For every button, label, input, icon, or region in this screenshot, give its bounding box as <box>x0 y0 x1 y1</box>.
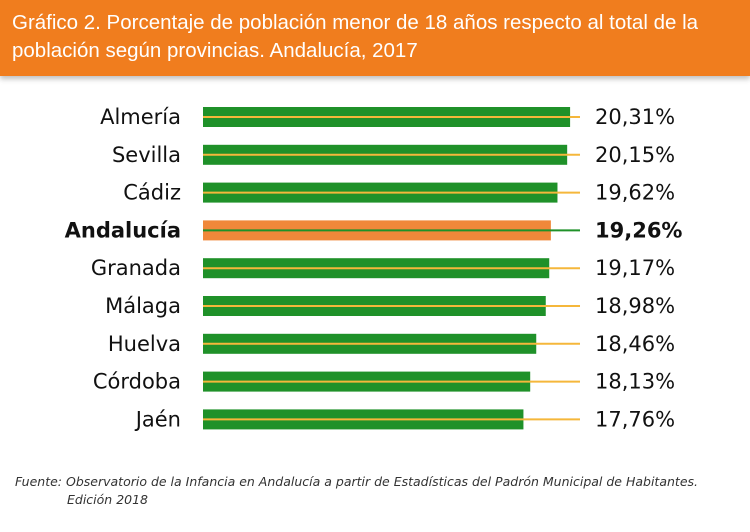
category-label: Málaga <box>105 294 181 318</box>
category-label: Córdoba <box>93 370 181 394</box>
value-label: 18,98% <box>595 294 675 318</box>
chart-title: Gráfico 2. Porcentaje de población menor… <box>12 11 699 62</box>
category-label: Andalucía <box>65 218 181 242</box>
category-label: Jaén <box>134 407 181 431</box>
value-label: 19,62% <box>595 181 675 205</box>
bar-chart: Almería 20,31% Sevilla 20,15% Cádiz 19,62% And… <box>65 105 683 431</box>
source-note: Fuente: Observatorio de la Infancia en A… <box>15 473 740 509</box>
category-label: Sevilla <box>112 143 181 167</box>
category-label: Granada <box>91 256 181 280</box>
value-label: 19,17% <box>595 256 675 280</box>
value-label: 18,13% <box>595 370 675 394</box>
value-label: 17,76% <box>595 407 675 431</box>
source-line-2: Edición 2018 <box>67 492 149 507</box>
value-label: 19,26% <box>595 218 682 242</box>
category-label: Huelva <box>108 332 181 356</box>
value-label: 20,15% <box>595 143 675 167</box>
value-label: 18,46% <box>595 332 675 356</box>
chart-header: Gráfico 2. Porcentaje de población menor… <box>0 0 750 76</box>
source-line-1: Fuente: Observatorio de la Infancia en A… <box>15 474 698 489</box>
category-label: Cádiz <box>123 181 181 205</box>
value-label: 20,31% <box>595 105 675 129</box>
category-label: Almería <box>100 105 181 129</box>
